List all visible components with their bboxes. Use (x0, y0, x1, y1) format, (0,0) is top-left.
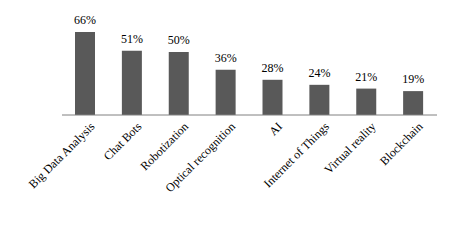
svg-text:24%: 24% (308, 66, 330, 80)
svg-text:Internet of Things: Internet of Things (261, 119, 332, 190)
svg-text:21%: 21% (355, 70, 377, 84)
svg-text:Optical recognition: Optical recognition (162, 119, 238, 195)
svg-text:Robotization: Robotization (137, 119, 192, 174)
svg-text:28%: 28% (262, 61, 284, 75)
svg-text:Chat Bots: Chat Bots (101, 119, 145, 163)
svg-text:Big Data Analysis: Big Data Analysis (26, 119, 98, 191)
svg-text:AI: AI (266, 119, 285, 138)
svg-text:19%: 19% (402, 72, 424, 86)
svg-text:36%: 36% (215, 51, 237, 65)
svg-text:50%: 50% (168, 33, 190, 47)
svg-text:66%: 66% (74, 13, 96, 27)
svg-text:Virtual reality: Virtual reality (321, 119, 378, 176)
svg-text:51%: 51% (121, 32, 143, 46)
svg-text:Blockchain: Blockchain (377, 119, 426, 168)
